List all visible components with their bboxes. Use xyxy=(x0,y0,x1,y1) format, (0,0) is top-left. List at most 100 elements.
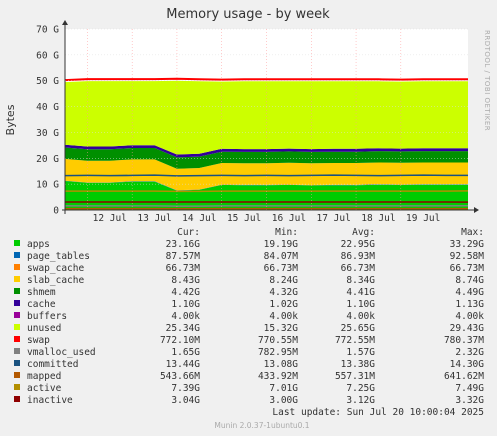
legend-swatch xyxy=(14,300,20,306)
legend-swatch xyxy=(14,396,20,402)
area-slab_cache xyxy=(65,158,468,191)
legend-row-swap: swap 772.10M 770.55M 772.55M 780.37M xyxy=(14,335,484,346)
x-tick-label: 19 Jul xyxy=(406,213,440,224)
grid-lines xyxy=(65,28,468,210)
legend-swatch xyxy=(14,348,20,354)
legend-avg: 3.12G xyxy=(346,395,375,406)
legend-cur: 4.00k xyxy=(171,311,200,322)
legend-row-page_tables: page_tables 87.57M 84.07M 86.93M 92.58M xyxy=(14,251,484,262)
legend-name: swap xyxy=(27,335,50,346)
legend-min: 84.07M xyxy=(264,251,299,262)
legend-table: Cur: Min: Avg: Max: apps 23.16G 19.19G 22.9… xyxy=(14,227,484,406)
legend-name: shmem xyxy=(27,287,56,298)
legend-cur: 23.16G xyxy=(166,239,201,250)
legend-swatch xyxy=(14,252,20,258)
legend-name: buffers xyxy=(27,311,67,322)
legend-min: 4.00k xyxy=(269,311,298,322)
legend-row-active: active 7.39G 7.01G 7.25G 7.49G xyxy=(14,383,484,394)
legend-max: 66.73M xyxy=(450,263,485,274)
legend-max: 8.74G xyxy=(455,275,484,286)
legend-max: 1.13G xyxy=(455,299,484,310)
x-tick-label: 17 Jul xyxy=(317,213,351,224)
legend-row-mapped: mapped 543.66M 433.92M 557.31M 641.62M xyxy=(14,371,484,382)
legend-avg: 22.95G xyxy=(341,239,376,250)
legend-max: 92.58M xyxy=(450,251,485,262)
area-swap xyxy=(64,77,468,82)
legend-name: committed xyxy=(27,359,78,370)
legend-swatch xyxy=(14,324,20,330)
legend-min: 4.32G xyxy=(269,287,298,298)
x-tick-label: 12 Jul xyxy=(93,213,127,224)
legend-name: swap_cache xyxy=(27,263,84,274)
legend-swatch xyxy=(14,360,20,366)
legend-min: 66.73M xyxy=(264,263,299,274)
legend-cur: 543.66M xyxy=(160,371,200,382)
legend-avg: 8.34G xyxy=(346,275,375,286)
legend-swatch xyxy=(14,372,20,378)
legend-name: slab_cache xyxy=(27,275,84,286)
y-tick-label: 60 G xyxy=(36,50,59,61)
legend-min: 19.19G xyxy=(264,239,299,250)
legend-cur: 4.42G xyxy=(171,287,200,298)
legend-row-cache: cache 1.10G 1.02G 1.10G 1.13G xyxy=(14,299,484,310)
legend-max: 29.43G xyxy=(450,323,485,334)
x-axis-arrow xyxy=(474,207,479,213)
legend-cur: 772.10M xyxy=(160,335,200,346)
legend-name: unused xyxy=(27,323,61,334)
legend-cur: 1.10G xyxy=(171,299,200,310)
col-header-cur: Cur: xyxy=(177,227,200,238)
legend-swatch xyxy=(14,276,20,282)
legend-name: apps xyxy=(27,239,50,250)
munin-footer: Munin 2.0.37-1ubuntu0.1 xyxy=(214,421,309,430)
legend-avg: 772.55M xyxy=(335,335,375,346)
legend-cur: 66.73M xyxy=(166,263,201,274)
legend-row-vmalloc_used: vmalloc_used 1.65G 782.95M 1.57G 2.32G xyxy=(14,347,484,358)
legend-avg: 1.57G xyxy=(346,347,375,358)
legend-swatch xyxy=(14,288,20,294)
legend-min: 8.24G xyxy=(269,275,298,286)
legend-avg: 1.10G xyxy=(346,299,375,310)
legend-min: 15.32G xyxy=(264,323,299,334)
legend-min: 7.01G xyxy=(269,383,298,394)
x-tick-label: 18 Jul xyxy=(361,213,395,224)
legend-cur: 13.44G xyxy=(166,359,201,370)
legend-avg: 66.73M xyxy=(341,263,376,274)
legend-cur: 8.43G xyxy=(171,275,200,286)
legend-swatch xyxy=(14,336,20,342)
y-tick-label: 50 G xyxy=(36,76,59,87)
legend-row-swap_cache: swap_cache 66.73M 66.73M 66.73M 66.73M xyxy=(14,263,484,274)
legend-avg: 25.65G xyxy=(341,323,376,334)
legend-avg: 13.38G xyxy=(341,359,376,370)
col-header-avg: Avg: xyxy=(352,227,375,238)
legend-row-apps: apps 23.16G 19.19G 22.95G 33.29G xyxy=(14,239,484,250)
legend-max: 3.32G xyxy=(455,395,484,406)
legend-row-inactive: inactive 3.04G 3.00G 3.12G 3.32G xyxy=(14,395,484,406)
legend-avg: 86.93M xyxy=(341,251,376,262)
legend-name: active xyxy=(27,383,62,394)
col-header-min: Min: xyxy=(275,227,298,238)
legend-name: cache xyxy=(27,299,56,310)
legend-max: 33.29G xyxy=(450,239,485,250)
legend-row-committed: committed 13.44G 13.08G 13.38G 14.30G xyxy=(14,359,484,370)
legend-name: mapped xyxy=(27,371,61,382)
legend-avg: 4.00k xyxy=(346,311,375,322)
rrdtool-credit: RRDTOOL / TOBI OETIKER xyxy=(483,30,491,131)
legend-cur: 25.34G xyxy=(166,323,201,334)
last-update: Last update: Sun Jul 20 10:00:04 2025 xyxy=(272,407,484,418)
legend-swatch xyxy=(14,264,20,270)
y-axis-label: Bytes xyxy=(4,104,17,135)
legend-cur: 87.57M xyxy=(166,251,201,262)
y-tick-label: 30 G xyxy=(36,128,59,139)
y-tick-label: 20 G xyxy=(36,154,59,165)
legend-min: 770.55M xyxy=(258,335,298,346)
legend-swatch xyxy=(14,312,20,318)
legend-cur: 7.39G xyxy=(171,383,200,394)
legend-max: 14.30G xyxy=(450,359,485,370)
y-axis-arrow xyxy=(62,20,68,25)
legend-min: 433.92M xyxy=(258,371,298,382)
x-tick-label: 14 Jul xyxy=(182,213,216,224)
x-tick-label: 16 Jul xyxy=(272,213,306,224)
legend-max: 641.62M xyxy=(444,371,484,382)
y-tick-label: 70 G xyxy=(36,25,59,36)
